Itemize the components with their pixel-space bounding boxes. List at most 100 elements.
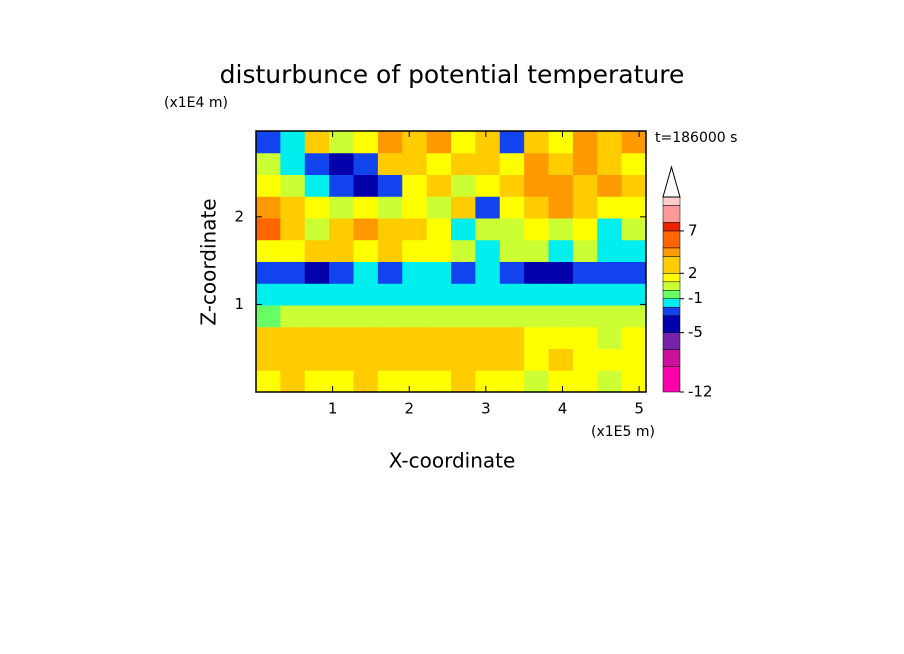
field-cell: [475, 174, 501, 197]
field-cell: [475, 131, 501, 154]
field-cell: [256, 348, 281, 371]
field-cell: [426, 370, 452, 393]
colorbar-segment: [662, 332, 681, 350]
field-cell: [475, 283, 501, 306]
colorbar-segment: [662, 315, 681, 333]
field-cell: [426, 283, 452, 306]
colorbar-extension: [662, 165, 681, 198]
field-cell: [621, 261, 647, 284]
field-cell: [402, 283, 428, 306]
field-cell: [548, 261, 574, 284]
field-cell: [280, 131, 306, 154]
field-cell: [256, 218, 281, 241]
field-cell: [597, 239, 623, 262]
colorbar-segment: [662, 273, 681, 283]
colorbar-segment: [662, 205, 681, 223]
field-cell: [475, 239, 501, 262]
field-cell: [548, 305, 574, 328]
field-cell: [548, 131, 574, 154]
field-cell: [572, 305, 598, 328]
field-cell: [353, 152, 379, 175]
field-cell: [621, 348, 647, 371]
field-cell: [499, 305, 525, 328]
field-cell: [402, 261, 428, 284]
field-cell: [402, 239, 428, 262]
field-cell: [256, 174, 281, 197]
field-cell: [402, 174, 428, 197]
field-cell: [353, 174, 379, 197]
field-cell: [524, 305, 549, 328]
field-cell: [548, 348, 574, 371]
field-cell: [304, 326, 330, 349]
field-cell: [377, 196, 403, 219]
field-cell: [621, 131, 647, 154]
field-cell: [304, 174, 330, 197]
colorbar-segment: [662, 306, 681, 316]
field-cell: [475, 218, 501, 241]
field-cell: [475, 326, 501, 349]
field-cell: [572, 174, 598, 197]
colorbar-segment: [662, 230, 681, 249]
field-cell: [524, 370, 549, 393]
field-cell: [451, 305, 476, 328]
field-cell: [426, 348, 452, 371]
field-cell: [256, 305, 281, 328]
field-cell: [353, 348, 379, 371]
field-cell: [621, 196, 647, 219]
field-cell: [329, 196, 354, 219]
field-cell: [353, 218, 379, 241]
field-cell: [451, 326, 476, 349]
field-cell: [280, 174, 306, 197]
field-cell: [572, 370, 598, 393]
field-cell: [304, 305, 330, 328]
field-cell: [548, 370, 574, 393]
field-cell: [524, 239, 549, 262]
field-cell: [548, 196, 574, 219]
field-cell: [499, 196, 525, 219]
field-cell: [572, 348, 598, 371]
field-cell: [499, 261, 525, 284]
field-cell: [548, 283, 574, 306]
field-cell: [524, 131, 549, 154]
field-cell: [499, 152, 525, 175]
colorbar-segment: [662, 298, 681, 308]
y-unit: (x1E4 m): [164, 95, 228, 111]
annotation: t=186000 s: [655, 130, 737, 146]
field-cell: [451, 370, 476, 393]
field-cell: [524, 196, 549, 219]
y-tick-label: 1: [234, 295, 244, 313]
field-cell: [280, 283, 306, 306]
colorbar-segment: [662, 256, 681, 274]
field-cell: [304, 261, 330, 284]
field-cell: [499, 283, 525, 306]
field-cell: [402, 131, 428, 154]
field-cell: [499, 326, 525, 349]
field-cell: [524, 326, 549, 349]
field-cell: [451, 239, 476, 262]
field-cell: [304, 218, 330, 241]
x-tick-label: 4: [558, 400, 568, 418]
field-cell: [499, 218, 525, 241]
field-cell: [524, 218, 549, 241]
colorbar-tick-label: -12: [688, 383, 713, 401]
field-cell: [621, 326, 647, 349]
field-cell: [329, 326, 354, 349]
field-cell: [597, 218, 623, 241]
field-cell: [329, 348, 354, 371]
field-cell: [451, 261, 476, 284]
field-cell: [329, 131, 354, 154]
colorbar-tick-label: 7: [688, 221, 698, 239]
field-cell: [329, 283, 354, 306]
field-cell: [377, 348, 403, 371]
field-cell: [377, 218, 403, 241]
field-cell: [280, 305, 306, 328]
field-cell: [597, 370, 623, 393]
field-cell: [304, 370, 330, 393]
field-cell: [499, 239, 525, 262]
field-cell: [377, 239, 403, 262]
field-cell: [329, 152, 354, 175]
field-cell: [597, 152, 623, 175]
field-cell: [353, 283, 379, 306]
field-cell: [329, 218, 354, 241]
colorbar-segment: [662, 281, 681, 291]
